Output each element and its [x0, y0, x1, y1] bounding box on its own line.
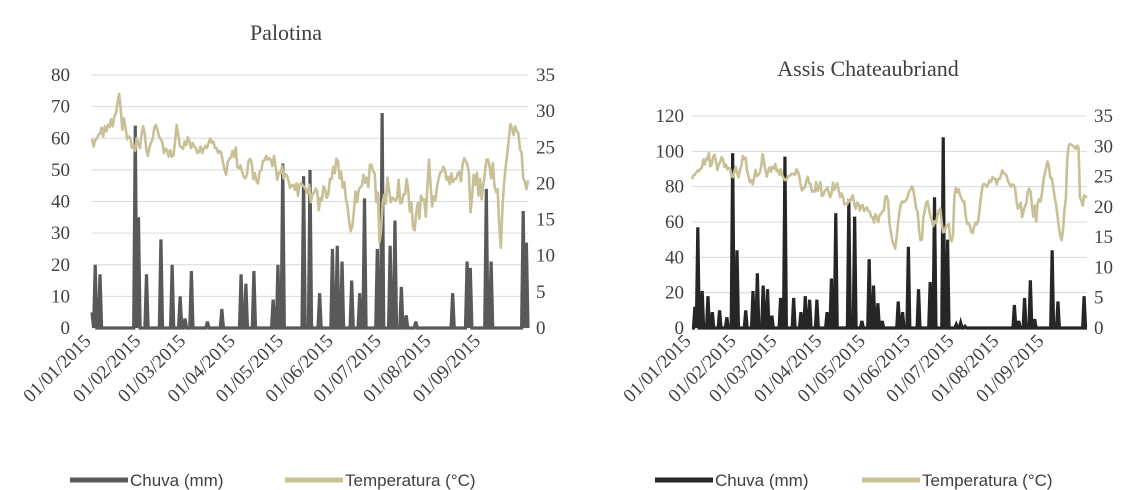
legend-label-temperature: Temperatura (°C) — [345, 471, 476, 490]
temperature-line — [690, 142, 1088, 250]
y-left-tick-label: 50 — [51, 160, 70, 181]
temperature-series — [690, 142, 1088, 250]
rain-line — [691, 137, 1088, 330]
temperature-line — [90, 92, 530, 250]
legend: Chuva (mm) Temperatura (°C) — [655, 471, 1053, 490]
y-left-tick-label: 80 — [665, 177, 684, 198]
rain-series — [90, 112, 530, 330]
y-right-tick-label: 35 — [1094, 106, 1113, 127]
y-right-tick-label: 15 — [536, 210, 555, 231]
y-left-tick-label: 40 — [665, 247, 684, 268]
y-right-tick-label: 25 — [536, 137, 555, 158]
y-left-tick-label: 60 — [665, 212, 684, 233]
legend-label-temperature: Temperatura (°C) — [922, 471, 1053, 490]
y-left-tick-label: 10 — [51, 286, 70, 307]
x-axis: 01/01/201501/02/201501/03/201501/04/2015… — [619, 331, 1048, 407]
y-axis-right: 0 5 10 15 20 25 30 35 — [1094, 106, 1113, 339]
rain-line — [90, 112, 530, 330]
y-right-tick-label: 20 — [1094, 197, 1113, 218]
y-left-tick-label: 60 — [51, 128, 70, 149]
y-left-tick-label: 20 — [665, 283, 684, 304]
y-right-tick-label: 0 — [1094, 318, 1104, 339]
y-right-tick-label: 10 — [536, 246, 555, 267]
y-left-tick-label: 0 — [61, 318, 71, 339]
legend: Chuva (mm) Temperatura (°C) — [70, 471, 476, 490]
y-right-tick-label: 20 — [536, 173, 555, 194]
y-right-tick-label: 30 — [1094, 136, 1113, 157]
rain-series — [691, 137, 1088, 330]
y-right-tick-label: 15 — [1094, 227, 1113, 248]
y-right-tick-label: 35 — [536, 65, 555, 86]
y-right-tick-label: 10 — [1094, 257, 1113, 278]
y-left-tick-label: 0 — [675, 318, 685, 339]
chart-title: Assis Chateaubriand — [777, 56, 958, 81]
y-left-tick-label: 80 — [51, 65, 70, 86]
y-right-tick-label: 30 — [536, 101, 555, 122]
y-axis-left: 0 20 40 60 80 100 120 — [656, 106, 685, 339]
x-axis: 01/01/201501/02/201501/03/201501/04/2015… — [19, 331, 485, 407]
legend-label-rain: Chuva (mm) — [715, 471, 809, 490]
chart-title: Palotina — [250, 20, 322, 45]
y-axis-left: 0 10 20 30 40 50 60 70 80 — [51, 65, 70, 339]
y-right-tick-label: 25 — [1094, 167, 1113, 188]
chart-palotina: Palotina 0 10 20 30 40 50 60 70 80 0 5 10 15 20 25 30 3… — [19, 20, 555, 490]
y-left-tick-label: 100 — [656, 141, 685, 162]
y-left-tick-label: 120 — [656, 106, 685, 127]
chart-assis-chateaubriand: Assis Chateaubriand 0 20 40 60 80 100 120 0 5 10… — [619, 56, 1113, 490]
y-right-tick-label: 0 — [536, 318, 546, 339]
y-left-tick-label: 40 — [51, 192, 70, 213]
y-left-tick-label: 20 — [51, 255, 70, 276]
y-left-tick-label: 30 — [51, 223, 70, 244]
legend-label-rain: Chuva (mm) — [130, 471, 224, 490]
y-right-tick-label: 5 — [1094, 288, 1104, 309]
y-axis-right: 0 5 10 15 20 25 30 35 — [536, 65, 555, 339]
y-left-tick-label: 70 — [51, 97, 70, 118]
temperature-series — [90, 92, 530, 250]
y-right-tick-label: 5 — [536, 282, 546, 303]
